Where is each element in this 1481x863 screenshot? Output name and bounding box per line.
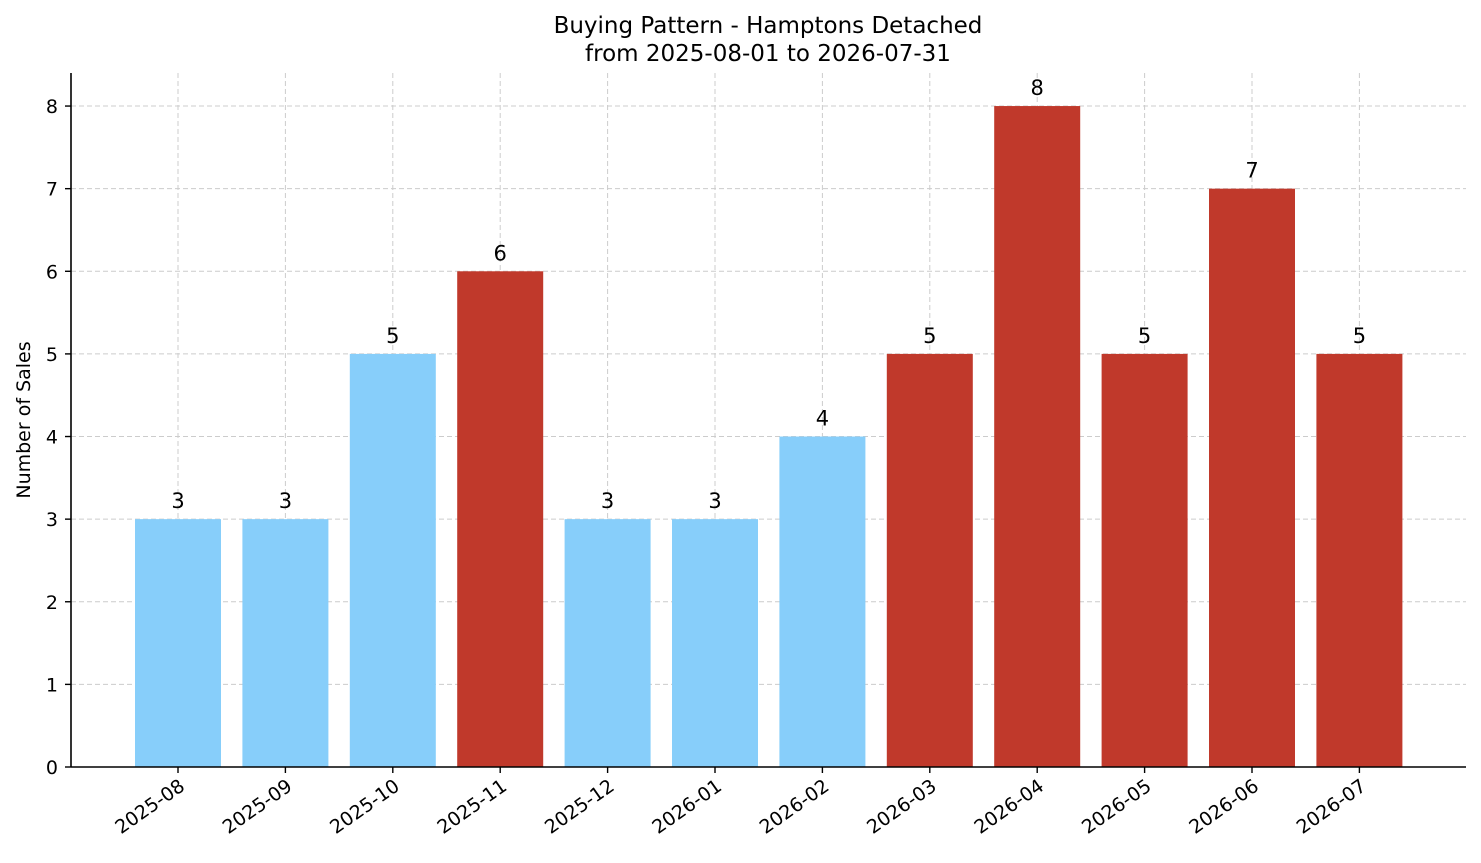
- bar-2026-04: [994, 106, 1081, 768]
- bar-value-label: 4: [816, 407, 829, 431]
- bar-value-label: 3: [601, 489, 614, 513]
- bar-2025-09: [242, 519, 329, 767]
- bar-2026-05: [1101, 353, 1188, 767]
- x-tick-label: 2026-01: [648, 775, 726, 839]
- x-tick-label: 2025-09: [219, 775, 297, 839]
- x-tick-label: 2026-03: [863, 775, 941, 839]
- bar-2025-10: [349, 353, 436, 767]
- x-tick-label: 2025-08: [111, 775, 189, 839]
- bar-value-label: 6: [494, 241, 507, 265]
- bar-labels: 3 3 5 6 3 3 4 5 8 5 7 5: [171, 76, 1366, 513]
- bar-value-label: 5: [386, 324, 399, 348]
- bars: [135, 106, 1403, 768]
- chart-title-line1: Buying Pattern - Hamptons Detached: [554, 13, 983, 39]
- y-tick-label: 4: [46, 427, 58, 449]
- y-axis: 0 1 2 3 4 5 6 7 8: [46, 96, 71, 779]
- x-tick-label: 2025-11: [433, 775, 511, 839]
- x-tick-label: 2026-04: [970, 775, 1048, 839]
- bar-value-label: 5: [923, 324, 936, 348]
- bar-2026-07: [1316, 353, 1403, 767]
- x-tick-label: 2026-05: [1078, 775, 1156, 839]
- bar-2025-11: [457, 271, 544, 767]
- x-tick-label: 2026-06: [1185, 775, 1263, 839]
- y-tick-label: 7: [46, 179, 58, 201]
- y-tick-label: 0: [46, 757, 58, 779]
- bar-value-label: 3: [279, 489, 292, 513]
- y-axis-label: Number of Sales: [13, 341, 35, 498]
- y-tick-label: 1: [46, 674, 58, 696]
- bar-2026-06: [1209, 188, 1295, 767]
- x-tick-label: 2026-07: [1293, 775, 1371, 839]
- bar-2026-02: [779, 436, 866, 767]
- y-tick-label: 6: [46, 261, 58, 283]
- bar-value-label: 8: [1031, 76, 1044, 100]
- chart-title-line2: from 2025-08-01 to 2026-07-31: [585, 41, 951, 67]
- bar-value-label: 5: [1353, 324, 1366, 348]
- bar-value-label: 7: [1245, 159, 1258, 183]
- x-tick-label: 2026-02: [756, 775, 834, 839]
- x-tick-label: 2025-10: [326, 775, 404, 839]
- y-tick-label: 2: [46, 592, 58, 614]
- bar-value-label: 5: [1138, 324, 1151, 348]
- bar-value-label: 3: [708, 489, 721, 513]
- x-axis: 2025-08 2025-09 2025-10 2025-11 2025-12 2026-…: [111, 767, 1370, 839]
- y-tick-label: 5: [46, 344, 58, 366]
- bar-2025-08: [135, 519, 221, 767]
- bar-2026-03: [886, 353, 973, 767]
- bar-2025-12: [564, 519, 651, 767]
- bar-2026-01: [672, 519, 758, 767]
- y-tick-label: 8: [46, 96, 58, 118]
- y-tick-label: 3: [46, 509, 58, 531]
- x-tick-label: 2025-12: [541, 775, 619, 839]
- bar-value-label: 3: [171, 489, 184, 513]
